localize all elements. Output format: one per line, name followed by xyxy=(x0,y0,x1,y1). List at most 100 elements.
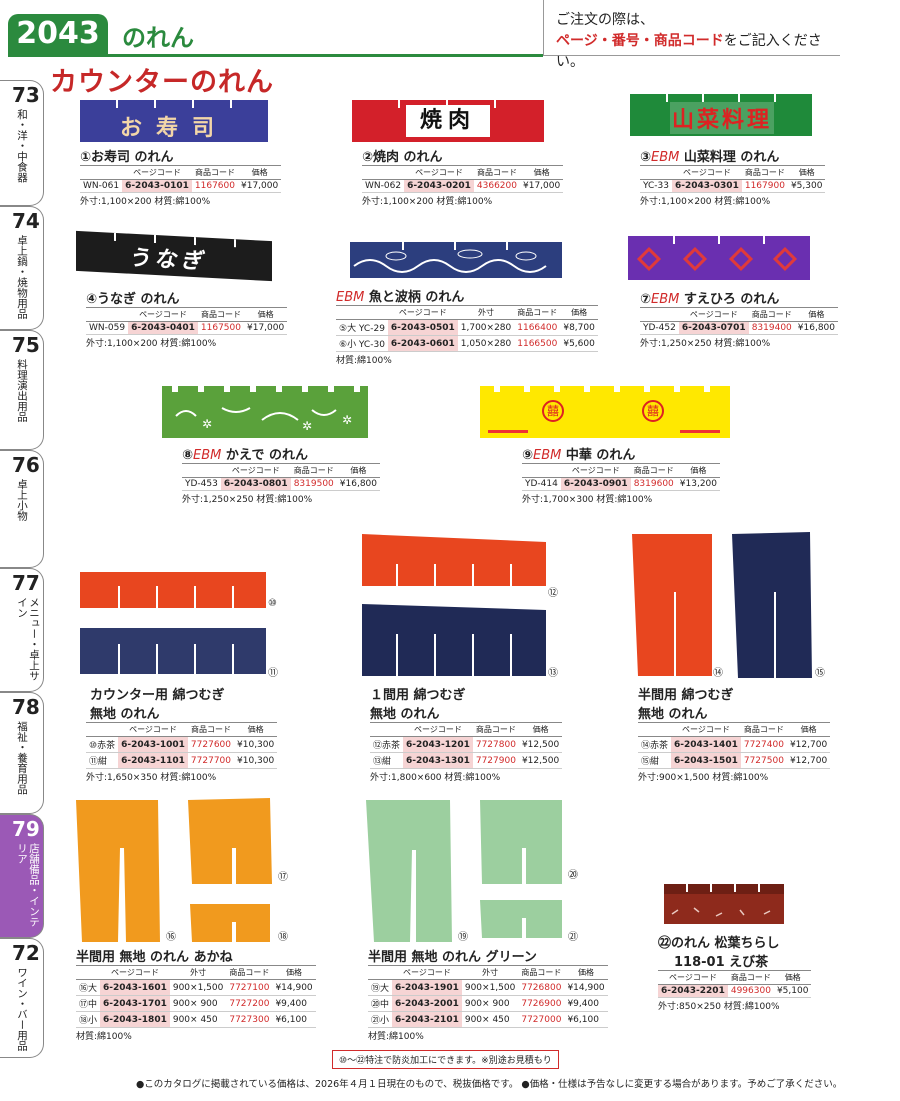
order-line-2: ページ・番号・商品コードをご記入ください。 xyxy=(556,31,828,73)
product-name: すえひろ のれん xyxy=(683,292,780,307)
col-product-code: 商品コード xyxy=(187,722,235,737)
price: ¥10,300 xyxy=(234,736,278,753)
page-code: 6-2043-1001 xyxy=(118,736,188,753)
price: ¥12,700 xyxy=(786,752,831,769)
tab-label: 福祉・養育用品 xyxy=(16,721,28,795)
tab-74[interactable]: 74 卓上鍋・焼物用品 xyxy=(0,206,44,330)
product-code: 1167900 xyxy=(741,179,788,193)
tab-label: 料理演出用品 xyxy=(16,359,28,422)
order-line-1: ご注文の際は、 xyxy=(556,12,654,28)
product-number: ② xyxy=(362,150,374,165)
callout-number: ⑰ xyxy=(278,872,288,883)
col-model xyxy=(370,722,404,737)
svg-text:✲: ✲ xyxy=(202,417,212,431)
col-product-code: 商品コード xyxy=(518,965,565,980)
table-row: ⑳中 6-2043-2001 900× 900 7726900 ¥9,400 xyxy=(368,995,608,1012)
price-table: ページコード 商品コード 価格 YD-452 6-2043-0701 8319400 ¥1… xyxy=(640,307,839,335)
col-model xyxy=(638,722,672,737)
price: ¥16,800 xyxy=(336,477,381,491)
banner-sushi: お寿司 xyxy=(80,100,268,142)
table-row: ⑯大 6-2043-1601 900×1,500 7727100 ¥14,900 xyxy=(76,979,316,996)
product-name: 焼肉 のれん xyxy=(373,150,443,165)
col-page-code: ページコード xyxy=(403,722,473,737)
tab-label: 店舗備品・インテリア xyxy=(16,843,40,927)
price-table: ページコード 商品コード 価格 WN-062 6-2043-0201 4366200 ¥1… xyxy=(362,165,564,193)
banner-text: お寿司 xyxy=(119,116,228,141)
product-code: 7726800 xyxy=(518,979,565,996)
product-3: ③EBM 山菜料理 のれん ページコード 商品コード 価格 YC-33 6-2043-… xyxy=(640,146,826,207)
col-model xyxy=(368,965,393,980)
ebm-mark: EBM xyxy=(336,290,365,305)
tab-73[interactable]: 73 和・洋・中食器 xyxy=(0,80,44,206)
price-table: ページコード 商品コード 価格 YC-33 6-2043-0301 1167900 ¥5,… xyxy=(640,165,826,193)
callout-number: ⑬ xyxy=(548,668,558,679)
price: ¥5,100 xyxy=(773,984,812,998)
size: 900× 450 xyxy=(461,1011,519,1028)
flame-retardant-note: ⑩～㉒特注で防炎加工にできます。※別途お見積もり xyxy=(332,1050,559,1069)
ebm-mark: EBM xyxy=(533,448,562,463)
table-row: WN-062 6-2043-0201 4366200 ¥17,000 xyxy=(362,179,564,193)
page-code: 6-2043-0901 xyxy=(560,477,631,491)
col-page-code: ページコード xyxy=(392,965,462,980)
tab-77[interactable]: 77 メニュー・卓上サイン xyxy=(0,568,44,692)
tab-76[interactable]: 76 卓上小物 xyxy=(0,450,44,568)
price: ¥8,700 xyxy=(560,319,598,336)
banner-text: 焼肉 xyxy=(406,105,490,137)
product-code: 7727600 xyxy=(187,736,235,753)
table-row: YD-414 6-2043-0901 8319600 ¥13,200 xyxy=(522,477,721,491)
product-code: 8319600 xyxy=(630,477,677,491)
banner-slits xyxy=(398,100,496,108)
col-model xyxy=(86,307,129,322)
col-page-code: ページコード xyxy=(672,165,742,180)
tab-75[interactable]: 75 料理演出用品 xyxy=(0,330,44,450)
table-row: WN-061 6-2043-0101 1167600 ¥17,000 xyxy=(80,179,282,193)
table-row: ⑲大 6-2043-1901 900×1,500 7726800 ¥14,900 xyxy=(368,979,608,996)
tab-number: 72 xyxy=(12,941,40,965)
product-12-13: １間用 綿つむぎ 無地 のれん ページコード 商品コード 価格 ⑫赤茶 6-2043-… xyxy=(370,684,563,783)
banner-suehiro xyxy=(628,236,810,280)
price: ¥17,000 xyxy=(520,179,564,193)
product-meta: 外寸:1,700×300 材質:綿100% xyxy=(522,495,653,505)
tab-label: 卓上小物 xyxy=(16,479,28,521)
tab-78[interactable]: 78 福祉・養育用品 xyxy=(0,692,44,814)
tab-number: 74 xyxy=(12,209,40,233)
table-row: YD-453 6-2043-0801 8319500 ¥16,800 xyxy=(182,477,381,491)
product-number: ⑨ xyxy=(522,448,534,463)
page-code: 6-2043-1901 xyxy=(392,979,462,996)
banner-chuka: 囍 囍 xyxy=(480,386,730,438)
price: ¥6,100 xyxy=(272,1011,316,1028)
model: ⑬紺 xyxy=(370,752,404,769)
banner-unagi: うなぎ xyxy=(76,230,272,282)
noren-akane xyxy=(76,798,272,942)
table-row: ⑮紺 6-2043-1501 7727500 ¥12,700 xyxy=(638,752,831,769)
tab-label: ワイン・バー用品 xyxy=(16,967,28,1051)
product-meta: 材質:綿100% xyxy=(336,356,392,366)
col-product-code: 商品コード xyxy=(630,463,677,478)
product-1: ①お寿司 のれん ページコード 商品コード 価格 WN-061 6-2043-0101… xyxy=(80,146,282,207)
price: ¥9,400 xyxy=(564,995,608,1012)
product-title-1: カウンター用 綿つむぎ xyxy=(90,688,225,703)
page-code: 6-2043-0601 xyxy=(387,335,458,352)
product-code: 7727200 xyxy=(226,995,273,1012)
price-table: ページコード 外寸 商品コード 価格 ⑯大 6-2043-1601 900×1,500 77… xyxy=(76,965,316,1028)
product-title-2: 無地 のれん xyxy=(90,707,160,722)
product-7: ⑦EBM すえひろ のれん ページコード 商品コード 価格 YD-452 6-2043… xyxy=(640,288,839,349)
callout-number: ⑳ xyxy=(568,870,578,881)
product-code: 7727100 xyxy=(226,979,273,996)
banner-text: 囍 xyxy=(542,400,564,422)
tab-label: 和・洋・中食器 xyxy=(16,109,28,183)
size: 1,700×280 xyxy=(457,319,515,336)
tab-79[interactable]: 79 店舗備品・インテリア xyxy=(0,814,44,938)
model: ⑲大 xyxy=(368,979,393,996)
product-meta: 外寸:900×1,500 材質:綿100% xyxy=(638,773,769,783)
order-notice: ご注文の際は、 ページ・番号・商品コードをご記入ください。 xyxy=(543,0,840,70)
product-meta: 外寸:1,800×600 材質:綿100% xyxy=(370,773,501,783)
table-row: ⑤大 YC-29 6-2043-0501 1,700×280 1166400 ¥8,70… xyxy=(336,319,598,336)
model: ⑯大 xyxy=(76,979,101,996)
product-number: ⑧ xyxy=(182,448,194,463)
page-code: 6-2043-0701 xyxy=(678,321,749,335)
product-code: 7727300 xyxy=(226,1011,273,1028)
page-code: 6-2043-0301 xyxy=(672,179,742,193)
tab-72[interactable]: 72 ワイン・バー用品 xyxy=(0,938,44,1058)
page-code: 6-2043-1501 xyxy=(671,752,741,769)
